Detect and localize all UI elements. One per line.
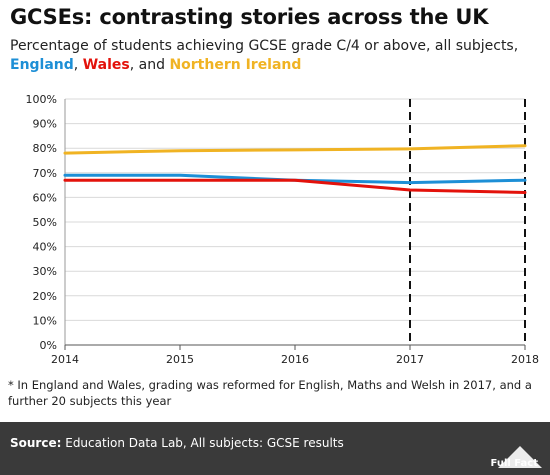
y-tick-label: 70% <box>33 167 57 180</box>
legend-wales: Wales <box>82 57 130 73</box>
x-tick-label: 2016 <box>281 353 309 366</box>
legend-england: England <box>10 57 74 73</box>
footnote: * In England and Wales, grading was refo… <box>8 378 532 408</box>
legend-line: England, Wales, and Northern Ireland <box>10 56 301 75</box>
footer: Source: Education Data Lab, All subjects… <box>0 422 550 475</box>
y-tick-label: 40% <box>33 241 57 254</box>
chart-subtitle: Percentage of students achieving GCSE gr… <box>10 38 519 54</box>
x-tick-label: 2018 <box>511 353 539 366</box>
x-tick-label: 2015 <box>166 353 194 366</box>
y-tick-label: 30% <box>33 265 57 278</box>
series-line-wales <box>63 178 527 194</box>
source-label: Source: <box>10 436 62 450</box>
y-tick-label: 60% <box>33 191 57 204</box>
y-tick-label: 10% <box>33 314 57 327</box>
legend-northern-ireland: Northern Ireland <box>169 57 302 73</box>
source-text: Education Data Lab, All subjects: GCSE r… <box>65 436 344 450</box>
x-tick-label: 2017 <box>396 353 424 366</box>
y-tick-label: 90% <box>33 118 57 131</box>
series-line-northern-ireland <box>63 144 527 155</box>
x-tick-label: 2014 <box>51 353 79 366</box>
y-tick-label: 50% <box>33 216 57 229</box>
legend-separator: , <box>73 57 83 73</box>
y-tick-label: 20% <box>33 290 57 303</box>
legend-separator: , and <box>129 57 170 73</box>
y-tick-label: 0% <box>40 339 57 352</box>
line-chart: 0% 10% 20% 30% 40% 50% 60% 70% 80% 90% 100% 2014 201… <box>26 93 539 366</box>
y-tick-label: 80% <box>33 142 57 155</box>
full-fact-logo-text: Full Fact <box>490 458 539 469</box>
source-line: Source: Education Data Lab, All subjects… <box>10 436 344 450</box>
chart-title: GCSEs: contrasting stories across the UK <box>10 5 489 29</box>
full-fact-logo-icon <box>498 446 542 468</box>
y-tick-label: 100% <box>26 93 57 106</box>
